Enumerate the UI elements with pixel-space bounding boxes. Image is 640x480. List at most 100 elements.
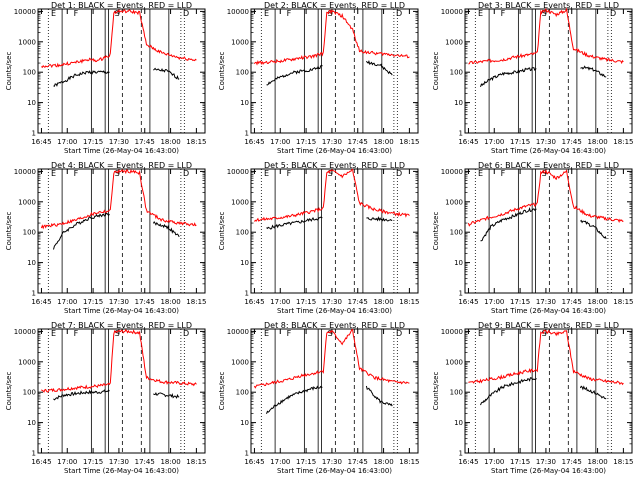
x-tick-label: 17:00 [57, 458, 77, 466]
events-series-line [266, 385, 393, 414]
y-tick-label: 1000 [18, 358, 36, 366]
x-tick-label: 17:15 [296, 298, 316, 306]
y-axis-label: Counts/sec [5, 372, 13, 411]
detector-panel-5: Det 5: BLACK = Events, RED = LLD 1 10 100 10… [218, 161, 419, 315]
lld-series-line [253, 328, 410, 389]
x-tick-label: 17:30 [536, 138, 556, 146]
y-axis-label: Counts/sec [432, 52, 440, 91]
interval-marker: E [264, 329, 269, 338]
x-tick-label: 18:00 [373, 298, 393, 306]
interval-marker: S [115, 169, 120, 178]
y-axis-label: Counts/sec [432, 212, 440, 251]
detector-panel-1: Det 1: BLACK = Events, RED = LLD 1 10 100 10… [5, 1, 206, 155]
x-tick-label: 18:00 [160, 298, 180, 306]
y-axis-label: Counts/sec [218, 212, 226, 251]
x-tick-label: 18:00 [373, 138, 393, 146]
y-axis-label: Counts/sec [432, 372, 440, 411]
events-series-line [53, 212, 180, 250]
y-tick-label: 10 [454, 99, 463, 107]
interval-marker: F [287, 9, 292, 18]
panel-title: Det 6: BLACK = Events, RED = LLD [478, 161, 619, 170]
x-axis-label: Start Time (26-May-04 16:43:00) [64, 147, 179, 155]
panel-title: Det 7: BLACK = Events, RED = LLD [51, 321, 192, 330]
y-tick-label: 10 [240, 259, 249, 267]
panel-title: Det 5: BLACK = Events, RED = LLD [264, 161, 405, 170]
x-tick-label: 17:45 [135, 138, 155, 146]
lld-series-line [468, 329, 624, 386]
y-tick-label: 1000 [231, 358, 249, 366]
x-tick-label: 17:45 [348, 138, 368, 146]
y-tick-label: 10 [240, 419, 249, 427]
plot-frame [464, 8, 633, 134]
x-axis-label: Start Time (26-May-04 16:43:00) [277, 467, 392, 475]
x-tick-label: 16:45 [458, 458, 478, 466]
y-tick-label: 1 [245, 130, 249, 138]
y-tick-label: 10000 [441, 168, 463, 176]
x-tick-label: 17:45 [135, 458, 155, 466]
interval-marker: F [287, 329, 292, 338]
x-tick-label: 18:00 [373, 458, 393, 466]
interval-marker: D [183, 169, 189, 178]
x-tick-label: 18:15 [613, 458, 633, 466]
lld-series-line [253, 9, 410, 66]
events-series-line [480, 207, 607, 242]
interval-marker: E [51, 169, 56, 178]
x-tick-label: 17:30 [536, 458, 556, 466]
x-tick-label: 17:30 [109, 138, 129, 146]
x-tick-label: 17:00 [484, 458, 504, 466]
x-tick-label: 17:00 [57, 138, 77, 146]
x-tick-label: 17:45 [348, 298, 368, 306]
detector-panel-6: Det 6: BLACK = Events, RED = LLD 1 10 100 10… [432, 161, 633, 315]
x-tick-label: 17:00 [484, 138, 504, 146]
x-axis-label: Start Time (26-May-04 16:43:00) [277, 147, 392, 155]
x-tick-label: 16:45 [31, 298, 51, 306]
y-tick-label: 10000 [14, 168, 36, 176]
x-axis-label: Start Time (26-May-04 16:43:00) [491, 307, 606, 315]
y-tick-label: 1 [32, 450, 36, 458]
detector-panel-4: Det 4: BLACK = Events, RED = LLD 1 10 100 10… [5, 161, 206, 315]
x-tick-label: 17:00 [270, 458, 290, 466]
events-series-line [53, 389, 180, 401]
interval-marker: D [396, 9, 402, 18]
plot-frame [37, 8, 206, 134]
x-tick-label: 17:15 [83, 458, 103, 466]
y-tick-label: 1 [459, 290, 463, 298]
y-tick-label: 100 [23, 389, 36, 397]
x-tick-label: 16:45 [31, 458, 51, 466]
x-tick-label: 17:15 [510, 138, 530, 146]
x-axis-label: Start Time (26-May-04 16:43:00) [277, 307, 392, 315]
interval-marker: S [328, 329, 333, 338]
y-tick-label: 10 [27, 259, 36, 267]
interval-marker: S [115, 329, 120, 338]
y-tick-label: 1 [245, 290, 249, 298]
y-tick-label: 10000 [441, 328, 463, 336]
y-tick-label: 100 [236, 229, 249, 237]
x-tick-label: 17:45 [562, 138, 582, 146]
y-tick-label: 10 [240, 99, 249, 107]
x-tick-label: 16:45 [458, 138, 478, 146]
y-tick-label: 10 [27, 99, 36, 107]
x-tick-label: 17:45 [348, 458, 368, 466]
interval-marker: E [51, 329, 56, 338]
interval-marker: S [328, 169, 333, 178]
y-tick-label: 100 [450, 389, 463, 397]
x-axis-label: Start Time (26-May-04 16:43:00) [64, 307, 179, 315]
x-tick-label: 18:15 [399, 138, 419, 146]
x-tick-label: 17:45 [562, 298, 582, 306]
plot-frame [464, 328, 633, 454]
x-tick-label: 18:00 [587, 458, 607, 466]
lld-series-line [467, 169, 624, 227]
x-tick-label: 17:15 [510, 298, 530, 306]
y-axis-label: Counts/sec [5, 52, 13, 91]
y-axis-label: Counts/sec [218, 52, 226, 91]
plot-frame [250, 168, 419, 294]
y-tick-label: 100 [236, 389, 249, 397]
x-tick-label: 17:15 [296, 138, 316, 146]
lld-series-line [41, 9, 197, 69]
x-tick-label: 18:15 [399, 298, 419, 306]
y-tick-label: 10000 [227, 328, 249, 336]
x-axis-label: Start Time (26-May-04 16:43:00) [64, 467, 179, 475]
x-axis-label: Start Time (26-May-04 16:43:00) [491, 467, 606, 475]
y-tick-label: 10000 [14, 328, 36, 336]
panel-title: Det 8: BLACK = Events, RED = LLD [264, 321, 405, 330]
